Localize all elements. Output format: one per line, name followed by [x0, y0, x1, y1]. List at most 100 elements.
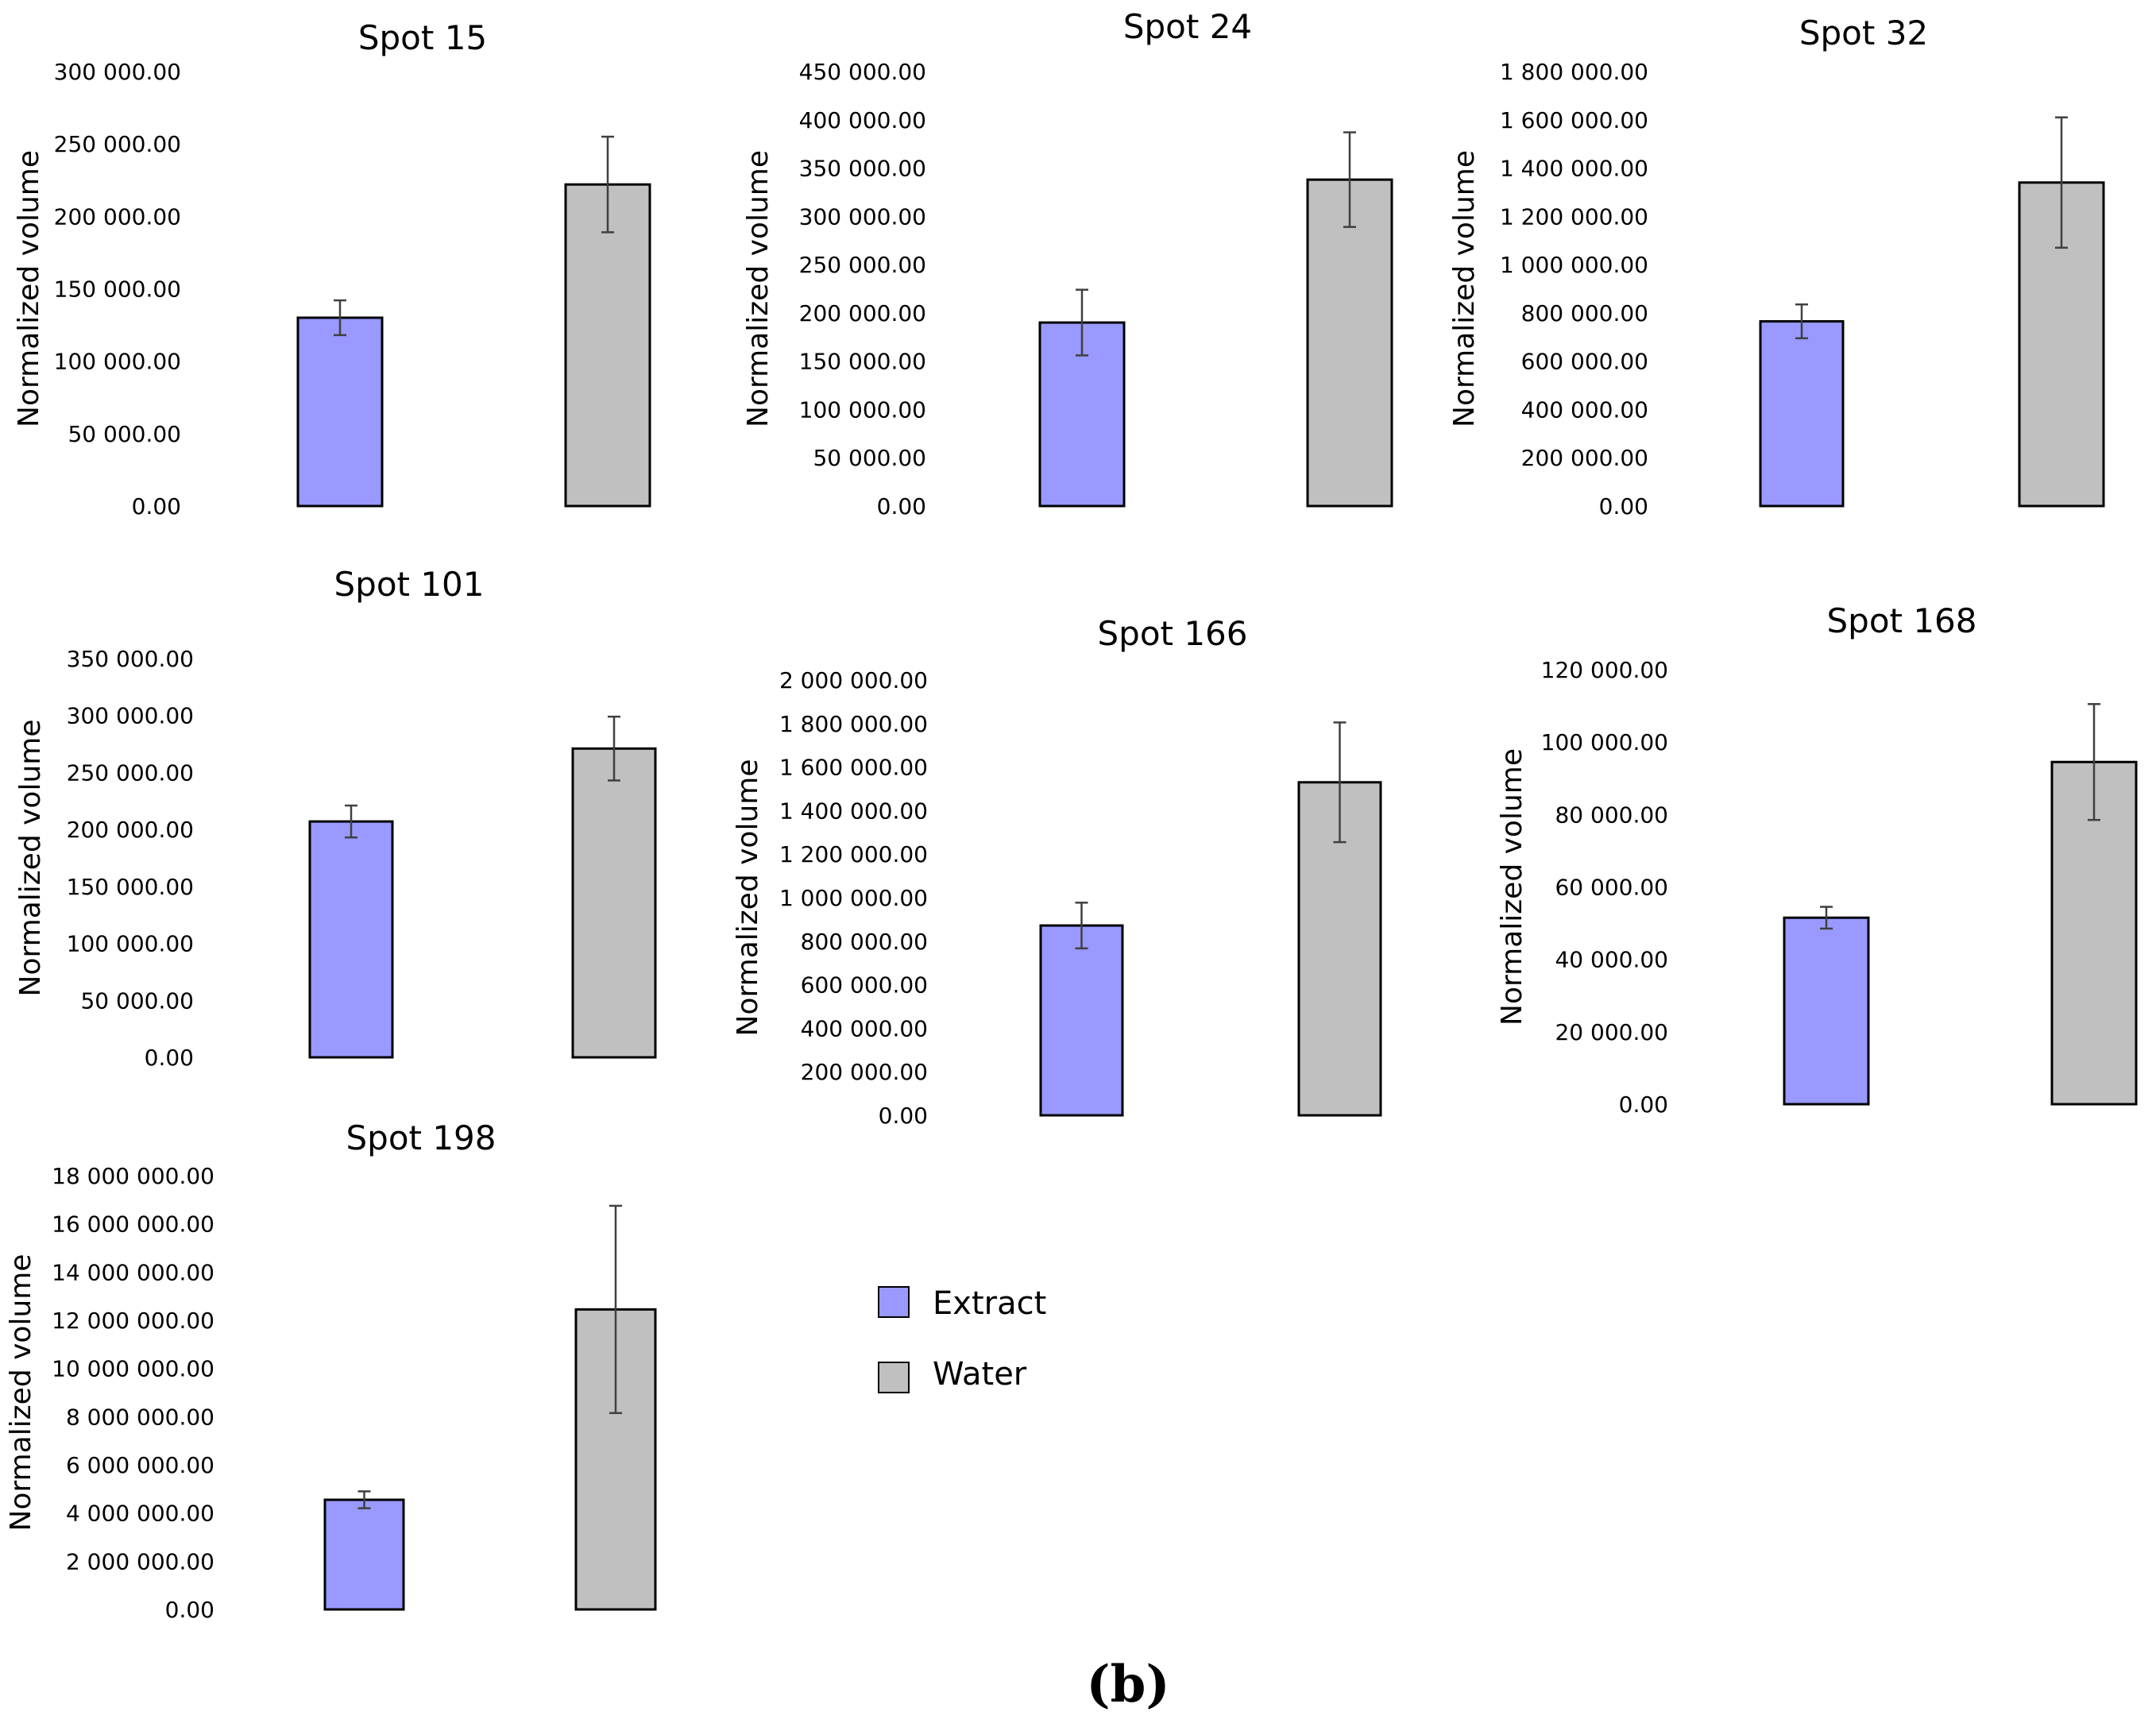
- error-bar-water: [608, 715, 620, 782]
- y-axis-label: Normalized volume: [14, 720, 47, 997]
- y-tick-label: 600 000.00: [1521, 349, 1648, 375]
- chart-title: Spot 168: [1827, 601, 1977, 640]
- chart-4: Spot 101 0.00 50 000.00 100 000.00 150 000.0…: [14, 565, 657, 1071]
- y-tick-label: 400 000.00: [1521, 396, 1648, 423]
- y-tick-label: 100 000.00: [54, 349, 181, 375]
- y-tick-label: 12 000 000.00: [52, 1308, 214, 1334]
- y-tick-label: 16 000 000.00: [52, 1211, 214, 1238]
- chart-title: Spot 101: [334, 565, 485, 604]
- y-axis-label: Normalized volume: [5, 1254, 37, 1532]
- chart-title: Spot 32: [1799, 14, 1928, 52]
- chart-3: Spot 32 0.00 200 000.00 400 000.00 600 000.0…: [1448, 14, 2105, 520]
- chart-title: Spot 15: [358, 18, 487, 57]
- y-tick-label: 400 000.00: [799, 107, 926, 133]
- y-tick-label: 600 000.00: [801, 972, 928, 999]
- y-tick-label: 300 000.00: [67, 703, 194, 729]
- chart-2: Spot 24 0.00 50 000.00 100 000.00 150 000.00…: [742, 7, 1393, 520]
- y-tick-label: 1 400 000.00: [1500, 156, 1648, 182]
- chart-7: Spot 198 0.00 2 000 000.00 4 000 000.00 6 00…: [5, 1118, 657, 1623]
- legend-swatch-extract: [878, 1286, 910, 1318]
- y-tick-label: 20 000.00: [1555, 1019, 1668, 1045]
- error-bar-extract: [1076, 288, 1088, 357]
- y-tick-label: 100 000.00: [799, 396, 926, 423]
- y-tick-label: 200 000.00: [1521, 445, 1648, 471]
- y-tick-label: 0.00: [879, 1103, 928, 1129]
- y-tick-label: 100 000.00: [1541, 729, 1668, 755]
- bar-water: [564, 183, 651, 508]
- error-bar-water: [1333, 721, 1347, 844]
- y-tick-label: 1 000 000.00: [1500, 252, 1648, 278]
- y-tick-label: 10 000 000.00: [52, 1356, 214, 1382]
- error-bar-extract: [1820, 906, 1833, 930]
- y-tick-label: 1 200 000.00: [779, 841, 928, 867]
- y-tick-label: 50 000.00: [813, 445, 926, 471]
- y-tick-label: 350 000.00: [67, 646, 194, 672]
- y-tick-label: 150 000.00: [67, 874, 194, 900]
- bar-extract: [296, 316, 384, 508]
- y-axis-label: Normalized volume: [742, 150, 775, 427]
- y-axis-label: Normalized volume: [732, 759, 764, 1037]
- y-tick-label: 200 000.00: [801, 1059, 928, 1085]
- error-bar-extract: [1795, 303, 1808, 340]
- error-bar-extract: [345, 804, 357, 839]
- y-tick-label: 1 600 000.00: [1500, 107, 1648, 133]
- y-tick-label: 300 000.00: [54, 59, 181, 85]
- error-bar-extract: [357, 1490, 371, 1509]
- y-tick-label: 4 000 000.00: [66, 1501, 214, 1527]
- bar-extract: [1759, 320, 1845, 508]
- chart-6: Spot 168 0.00 20 000.00 40 000.00 60 000.00 8…: [1496, 601, 2138, 1118]
- y-tick-label: 40 000.00: [1555, 947, 1668, 973]
- error-bar-extract: [1075, 902, 1088, 950]
- error-bar-extract: [334, 299, 346, 337]
- y-tick-label: 1 800 000.00: [779, 711, 928, 737]
- y-tick-label: 6 000 000.00: [66, 1452, 214, 1478]
- legend-swatch-water: [878, 1362, 910, 1393]
- y-axis-label: Normalized volume: [1448, 150, 1481, 427]
- chart-title: Spot 198: [346, 1118, 496, 1157]
- error-bar-water: [609, 1204, 622, 1415]
- bar-extract: [1039, 924, 1124, 1117]
- y-tick-label: 2 000 000.00: [66, 1548, 214, 1574]
- y-tick-label: 14 000 000.00: [52, 1259, 214, 1285]
- y-axis-label: Normalized volume: [13, 150, 45, 427]
- y-tick-label: 1 000 000.00: [779, 885, 928, 911]
- y-tick-label: 250 000.00: [67, 759, 194, 786]
- y-tick-label: 8 000 000.00: [66, 1404, 214, 1430]
- legend-label-water: Water: [933, 1356, 1027, 1393]
- y-tick-label: 250 000.00: [799, 252, 926, 278]
- chart-5: Spot 166 0.00 200 000.00 400 000.00 600 000.…: [732, 614, 1382, 1129]
- y-tick-label: 1 200 000.00: [1500, 203, 1648, 230]
- y-tick-label: 0.00: [1599, 493, 1648, 520]
- legend-label-extract: Extract: [933, 1285, 1046, 1322]
- y-tick-label: 2 000 000.00: [779, 667, 928, 694]
- y-tick-label: 450 000.00: [799, 59, 926, 85]
- bar-extract: [1783, 916, 1870, 1106]
- y-tick-label: 400 000.00: [801, 1015, 928, 1041]
- error-bar-water: [1343, 131, 1356, 228]
- y-tick-label: 1 600 000.00: [779, 755, 928, 781]
- y-tick-label: 150 000.00: [799, 349, 926, 375]
- bar-water: [1306, 178, 1393, 508]
- error-bar-water: [2088, 703, 2100, 821]
- y-tick-label: 18 000 000.00: [52, 1163, 214, 1189]
- y-tick-label: 0.00: [165, 1597, 214, 1623]
- y-tick-label: 300 000.00: [799, 203, 926, 230]
- bar-extract: [323, 1498, 405, 1611]
- y-tick-label: 1 400 000.00: [779, 798, 928, 824]
- y-tick-label: 1 800 000.00: [1500, 59, 1648, 85]
- charts-layer: Spot 15 0.00 50 000.00 100 000.00 150 000.00…: [5, 7, 2138, 1623]
- bar-water: [571, 747, 657, 1059]
- y-tick-label: 100 000.00: [67, 931, 194, 957]
- y-tick-label: 50 000.00: [68, 421, 181, 447]
- y-tick-label: 350 000.00: [799, 156, 926, 182]
- chart-title: Spot 166: [1098, 614, 1248, 653]
- y-tick-label: 200 000.00: [67, 817, 194, 843]
- y-tick-label: 0.00: [877, 493, 926, 520]
- y-tick-label: 800 000.00: [1521, 300, 1648, 326]
- y-axis-label: Normalized volume: [1496, 748, 1528, 1026]
- y-tick-label: 0.00: [1619, 1091, 1668, 1118]
- y-tick-label: 80 000.00: [1555, 802, 1668, 828]
- y-tick-label: 120 000.00: [1541, 657, 1668, 683]
- y-tick-label: 250 000.00: [54, 131, 181, 157]
